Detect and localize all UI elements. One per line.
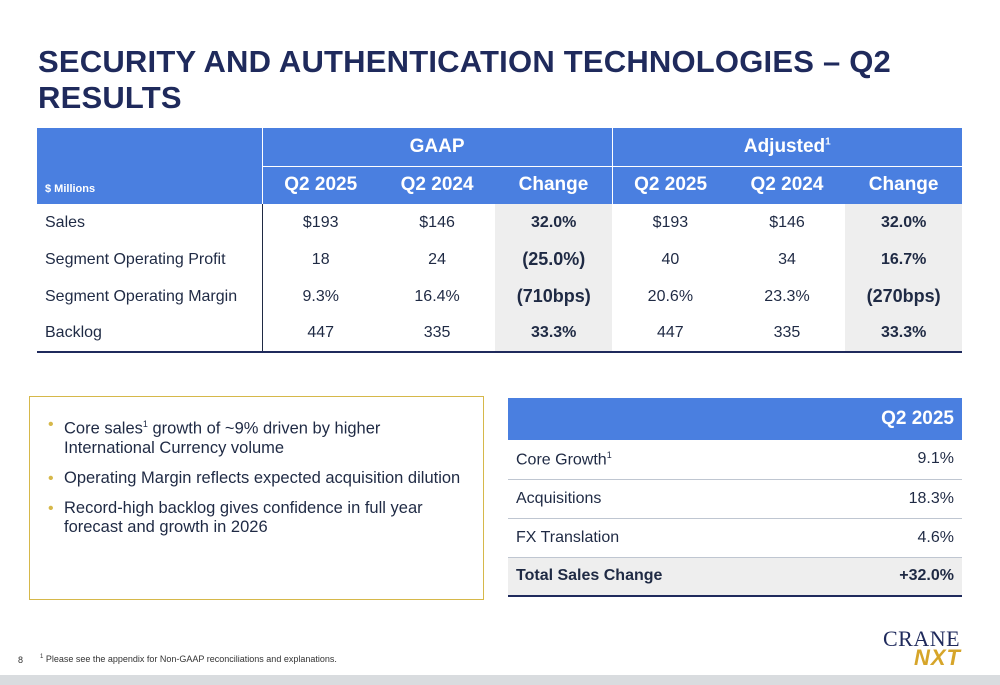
footnote-marker: 1 <box>606 449 612 460</box>
footer-bar <box>0 675 1000 685</box>
footnote-text: Please see the appendix for Non-GAAP rec… <box>43 654 337 664</box>
change-cell: 33.3% <box>495 315 613 353</box>
table-cell: $193 <box>652 213 689 231</box>
footnote-marker: 1 <box>40 654 44 660</box>
table-cell: 16.4% <box>414 287 460 305</box>
row-label: Backlog <box>37 315 263 353</box>
sales-change-table: Q2 2025 Core Growth1 9.1% Acquisitions 1… <box>508 398 962 597</box>
table-cell: +32.0% <box>808 557 962 597</box>
bullet-icon: • <box>48 416 54 433</box>
highlights-list: • Core sales1 growth of ~9% driven by hig… <box>48 415 469 537</box>
column-header: Q2 2025 <box>261 166 379 204</box>
units-label: $ Millions <box>37 166 263 204</box>
header-spacer <box>508 398 808 440</box>
table-row: Sales $193 $146 32.0% $193 $146 32.0% <box>37 204 962 241</box>
gaap-group-header: GAAP <box>261 128 613 167</box>
table-cell: 447 <box>612 315 729 353</box>
column-header: Change <box>495 166 613 204</box>
table-row: Acquisitions 18.3% <box>508 479 962 519</box>
row-label-text: Core Growth <box>516 450 607 468</box>
page-title: SECURITY AND AUTHENTICATION TECHNOLOGIES… <box>38 44 891 115</box>
table-cell: 40 <box>661 250 680 268</box>
table-cell: 335 <box>728 315 846 353</box>
table-cell: 23.3% <box>764 287 810 305</box>
change-cell: (25.0%) <box>495 241 613 278</box>
row-label: Segment Operating Margin <box>45 287 238 305</box>
table-row: Segment Operating Margin 9.3% 16.4% (710… <box>37 278 962 315</box>
table-cell: 4.6% <box>808 518 962 558</box>
list-item: • Core sales1 growth of ~9% driven by hig… <box>48 415 469 458</box>
logo-wordmark-bottom: NXT <box>914 645 961 670</box>
column-header: Change <box>845 166 962 204</box>
adjusted-group-header: Adjusted1 <box>611 128 962 167</box>
change-cell: 32.0% <box>495 204 613 241</box>
list-item: • Operating Margin reflects expected acqu… <box>48 469 469 488</box>
table-cell: 335 <box>378 315 496 353</box>
list-item: • Record-high backlog gives confidence in… <box>48 499 469 537</box>
row-label: Segment Operating Profit <box>45 250 226 268</box>
header-spacer <box>37 128 263 166</box>
row-label: Acquisitions <box>508 479 808 519</box>
footnote-marker: 1 <box>825 136 831 148</box>
column-header: Q2 2024 <box>378 166 496 204</box>
bullet-icon: • <box>48 499 54 517</box>
table-cell: 24 <box>428 250 446 268</box>
change-cell: 33.3% <box>845 315 962 353</box>
table-cell: 9.1% <box>808 440 962 480</box>
footnote: 1 Please see the appendix for Non-GAAP r… <box>40 654 337 664</box>
row-label: Core Growth1 <box>508 440 808 480</box>
table-cell: 34 <box>778 250 796 268</box>
table-cell: 18 <box>261 241 379 278</box>
bullet-text: Operating Margin reflects expected acqui… <box>64 468 461 487</box>
table-cell: $193 <box>261 204 379 241</box>
bullet-text: growth of ~9% driven by higher Internati… <box>64 419 381 457</box>
bullet-text: Core sales <box>64 419 143 438</box>
table-cell: 447 <box>261 315 379 353</box>
change-cell: (710bps) <box>495 278 613 315</box>
total-row: Total Sales Change +32.0% <box>508 557 962 597</box>
change-cell: 16.7% <box>845 241 962 278</box>
change-cell: 32.0% <box>845 204 962 241</box>
row-label: FX Translation <box>508 518 808 558</box>
table-cell: $146 <box>419 213 455 231</box>
bullet-icon: • <box>48 469 54 487</box>
column-header: Q2 2024 <box>728 166 846 204</box>
table-row: Segment Operating Profit 18 24 (25.0%) 4… <box>37 241 962 278</box>
column-header: Q2 2025 <box>611 166 729 204</box>
bullet-text: Record-high backlog gives confidence in … <box>64 498 423 536</box>
company-logo: CRANE NXT <box>880 626 980 672</box>
results-table: GAAP Adjusted1 $ Millions Q2 2025 Q2 202… <box>37 128 962 353</box>
table-row: Backlog 447 335 33.3% 447 335 33.3% <box>37 315 962 353</box>
table-row: Core Growth1 9.1% <box>508 440 962 480</box>
change-cell: (270bps) <box>845 278 962 315</box>
table-cell: $146 <box>769 213 805 231</box>
adjusted-group-label: Adjusted <box>743 135 826 157</box>
column-header: Q2 2025 <box>808 398 962 440</box>
highlights-box: • Core sales1 growth of ~9% driven by hig… <box>29 396 484 600</box>
table-row: FX Translation 4.6% <box>508 518 962 558</box>
table-cell: 9.3% <box>261 278 379 315</box>
table-cell: 20.6% <box>647 287 694 305</box>
logo-wordmark-top: CRANE <box>883 626 961 651</box>
row-label: Total Sales Change <box>508 557 808 597</box>
table-cell: 18.3% <box>808 479 962 519</box>
footnote-marker: 1 <box>142 419 148 429</box>
row-label: Sales <box>45 213 86 231</box>
page-number: 8 <box>18 655 24 665</box>
